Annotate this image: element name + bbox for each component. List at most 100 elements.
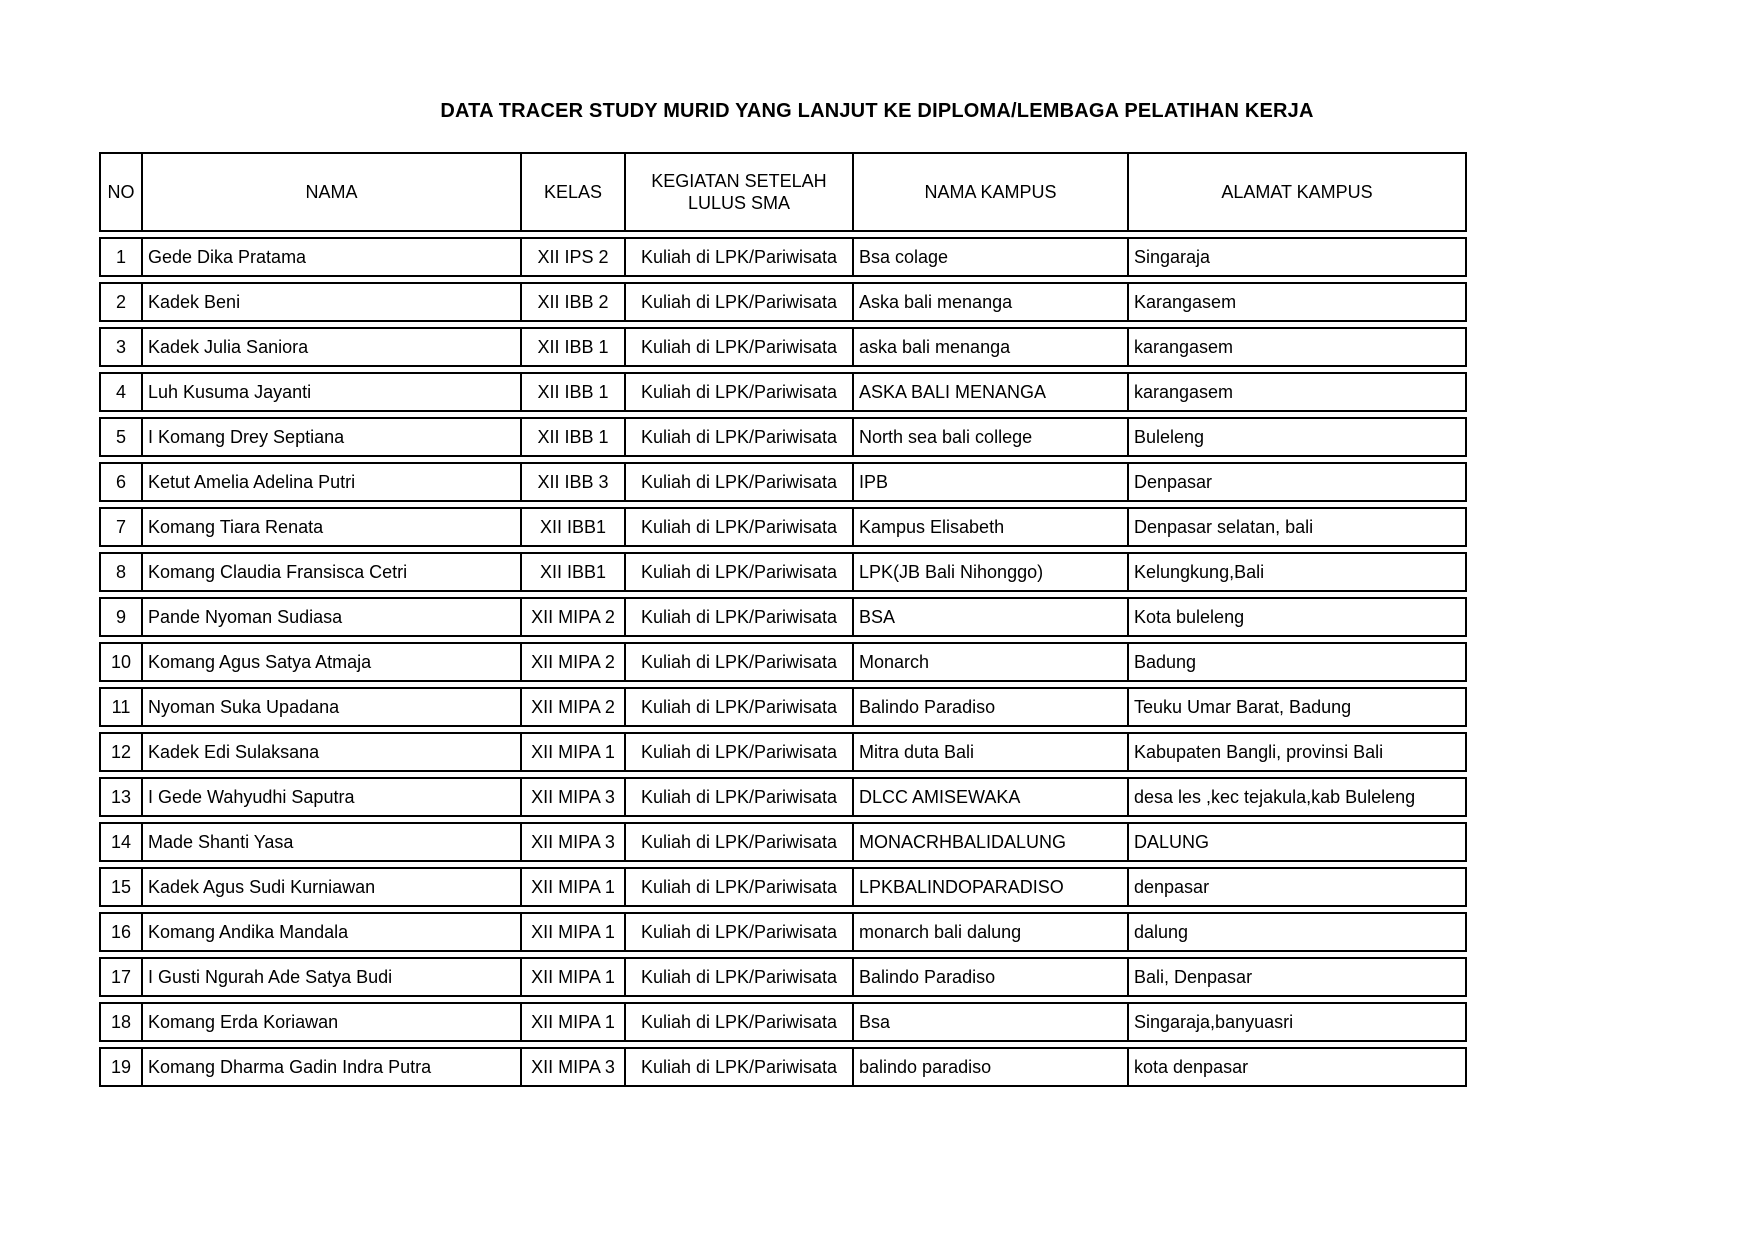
cell-kegiatan: Kuliah di LPK/Pariwisata xyxy=(624,1002,852,1042)
cell-kegiatan: Kuliah di LPK/Pariwisata xyxy=(624,732,852,772)
cell-no: 2 xyxy=(99,282,141,322)
cell-kegiatan: Kuliah di LPK/Pariwisata xyxy=(624,237,852,277)
cell-kelas: XII MIPA 3 xyxy=(520,777,624,817)
table-body: 1 Gede Dika Pratama XII IPS 2 Kuliah di LPK… xyxy=(99,237,1467,1087)
cell-no: 15 xyxy=(99,867,141,907)
cell-nama: Komang Andika Mandala xyxy=(141,912,520,952)
cell-kelas: XII MIPA 1 xyxy=(520,732,624,772)
cell-kelas: XII IBB 3 xyxy=(520,462,624,502)
cell-no: 13 xyxy=(99,777,141,817)
cell-alamat-kampus: Kabupaten Bangli, provinsi Bali xyxy=(1127,732,1467,772)
cell-kegiatan: Kuliah di LPK/Pariwisata xyxy=(624,777,852,817)
table-row: 13 I Gede Wahyudhi Saputra XII MIPA 3 Kulia… xyxy=(99,777,1467,817)
cell-alamat-kampus: Denpasar selatan, bali xyxy=(1127,507,1467,547)
cell-nama: Komang Claudia Fransisca Cetri xyxy=(141,552,520,592)
cell-kegiatan: Kuliah di LPK/Pariwisata xyxy=(624,282,852,322)
table-row: 19 Komang Dharma Gadin Indra Putra XII MIP… xyxy=(99,1047,1467,1087)
cell-nama-kampus: Bsa colage xyxy=(852,237,1127,277)
cell-nama-kampus: monarch bali dalung xyxy=(852,912,1127,952)
cell-kelas: XII IBB 2 xyxy=(520,282,624,322)
cell-nama-kampus: IPB xyxy=(852,462,1127,502)
cell-alamat-kampus: kota denpasar xyxy=(1127,1047,1467,1087)
cell-kegiatan: Kuliah di LPK/Pariwisata xyxy=(624,372,852,412)
cell-nama: Pande Nyoman Sudiasa xyxy=(141,597,520,637)
cell-no: 9 xyxy=(99,597,141,637)
cell-alamat-kampus: DALUNG xyxy=(1127,822,1467,862)
cell-nama-kampus: North sea bali college xyxy=(852,417,1127,457)
cell-kelas: XII IBB1 xyxy=(520,507,624,547)
cell-no: 18 xyxy=(99,1002,141,1042)
column-header-kelas: KELAS xyxy=(520,152,624,232)
cell-kelas: XII MIPA 2 xyxy=(520,597,624,637)
cell-kegiatan: Kuliah di LPK/Pariwisata xyxy=(624,1047,852,1087)
cell-alamat-kampus: desa les ,kec tejakula,kab Buleleng xyxy=(1127,777,1467,817)
cell-nama-kampus: ASKA BALI MENANGA xyxy=(852,372,1127,412)
cell-no: 16 xyxy=(99,912,141,952)
cell-nama: Komang Agus Satya Atmaja xyxy=(141,642,520,682)
cell-no: 14 xyxy=(99,822,141,862)
cell-nama: I Gede Wahyudhi Saputra xyxy=(141,777,520,817)
cell-no: 11 xyxy=(99,687,141,727)
cell-alamat-kampus: Bali, Denpasar xyxy=(1127,957,1467,997)
cell-alamat-kampus: Teuku Umar Barat, Badung xyxy=(1127,687,1467,727)
cell-no: 19 xyxy=(99,1047,141,1087)
cell-kegiatan: Kuliah di LPK/Pariwisata xyxy=(624,552,852,592)
cell-kelas: XII MIPA 3 xyxy=(520,1047,624,1087)
table-row: 12 Kadek Edi Sulaksana XII MIPA 1 Kuliah di… xyxy=(99,732,1467,772)
cell-kegiatan: Kuliah di LPK/Pariwisata xyxy=(624,867,852,907)
table-header: NO NAMA KELAS KEGIATAN SETELAH LULUS SMA… xyxy=(99,152,1467,232)
cell-nama-kampus: Bsa xyxy=(852,1002,1127,1042)
cell-nama-kampus: aska bali menanga xyxy=(852,327,1127,367)
cell-nama-kampus: balindo paradiso xyxy=(852,1047,1127,1087)
cell-nama-kampus: Balindo Paradiso xyxy=(852,687,1127,727)
cell-nama-kampus: Mitra duta Bali xyxy=(852,732,1127,772)
cell-nama-kampus: MONACRHBALIDALUNG xyxy=(852,822,1127,862)
cell-kelas: XII MIPA 2 xyxy=(520,687,624,727)
cell-nama-kampus: LPK(JB Bali Nihonggo) xyxy=(852,552,1127,592)
cell-alamat-kampus: karangasem xyxy=(1127,372,1467,412)
table-row: 7 Komang Tiara Renata XII IBB1 Kuliah di LP… xyxy=(99,507,1467,547)
table-row: 4 Luh Kusuma Jayanti XII IBB 1 Kuliah di LP… xyxy=(99,372,1467,412)
cell-nama-kampus: DLCC AMISEWAKA xyxy=(852,777,1127,817)
column-header-nama: NAMA xyxy=(141,152,520,232)
cell-nama: Kadek Edi Sulaksana xyxy=(141,732,520,772)
cell-kelas: XII IBB 1 xyxy=(520,372,624,412)
cell-alamat-kampus: Singaraja,banyuasri xyxy=(1127,1002,1467,1042)
cell-no: 3 xyxy=(99,327,141,367)
column-header-no: NO xyxy=(99,152,141,232)
column-header-kegiatan: KEGIATAN SETELAH LULUS SMA xyxy=(624,152,852,232)
cell-no: 4 xyxy=(99,372,141,412)
column-header-alamat-kampus: ALAMAT KAMPUS xyxy=(1127,152,1467,232)
cell-kelas: XII IBB 1 xyxy=(520,327,624,367)
cell-kelas: XII MIPA 1 xyxy=(520,957,624,997)
tracer-table-container: NO NAMA KELAS KEGIATAN SETELAH LULUS SMA… xyxy=(99,147,1467,1092)
cell-nama: Kadek Julia Saniora xyxy=(141,327,520,367)
cell-no: 17 xyxy=(99,957,141,997)
table-row: 6 Ketut Amelia Adelina Putri XII IBB 3 Kuli… xyxy=(99,462,1467,502)
cell-no: 12 xyxy=(99,732,141,772)
cell-nama: Gede Dika Pratama xyxy=(141,237,520,277)
table-row: 9 Pande Nyoman Sudiasa XII MIPA 2 Kuliah di… xyxy=(99,597,1467,637)
cell-nama-kampus: Aska bali menanga xyxy=(852,282,1127,322)
cell-no: 1 xyxy=(99,237,141,277)
cell-kelas: XII MIPA 2 xyxy=(520,642,624,682)
column-header-nama-kampus: NAMA KAMPUS xyxy=(852,152,1127,232)
cell-alamat-kampus: denpasar xyxy=(1127,867,1467,907)
cell-no: 7 xyxy=(99,507,141,547)
cell-no: 6 xyxy=(99,462,141,502)
cell-nama: Komang Tiara Renata xyxy=(141,507,520,547)
cell-kelas: XII MIPA 1 xyxy=(520,912,624,952)
cell-kegiatan: Kuliah di LPK/Pariwisata xyxy=(624,957,852,997)
cell-kegiatan: Kuliah di LPK/Pariwisata xyxy=(624,642,852,682)
cell-nama: I Gusti Ngurah Ade Satya Budi xyxy=(141,957,520,997)
cell-nama: Kadek Beni xyxy=(141,282,520,322)
cell-kegiatan: Kuliah di LPK/Pariwisata xyxy=(624,417,852,457)
table-row: 17 I Gusti Ngurah Ade Satya Budi XII MIPA … xyxy=(99,957,1467,997)
cell-alamat-kampus: Singaraja xyxy=(1127,237,1467,277)
cell-nama-kampus: Kampus Elisabeth xyxy=(852,507,1127,547)
cell-kelas: XII IPS 2 xyxy=(520,237,624,277)
cell-alamat-kampus: Badung xyxy=(1127,642,1467,682)
table-row: 16 Komang Andika Mandala XII MIPA 1 Kuliah … xyxy=(99,912,1467,952)
cell-nama: I Komang Drey Septiana xyxy=(141,417,520,457)
